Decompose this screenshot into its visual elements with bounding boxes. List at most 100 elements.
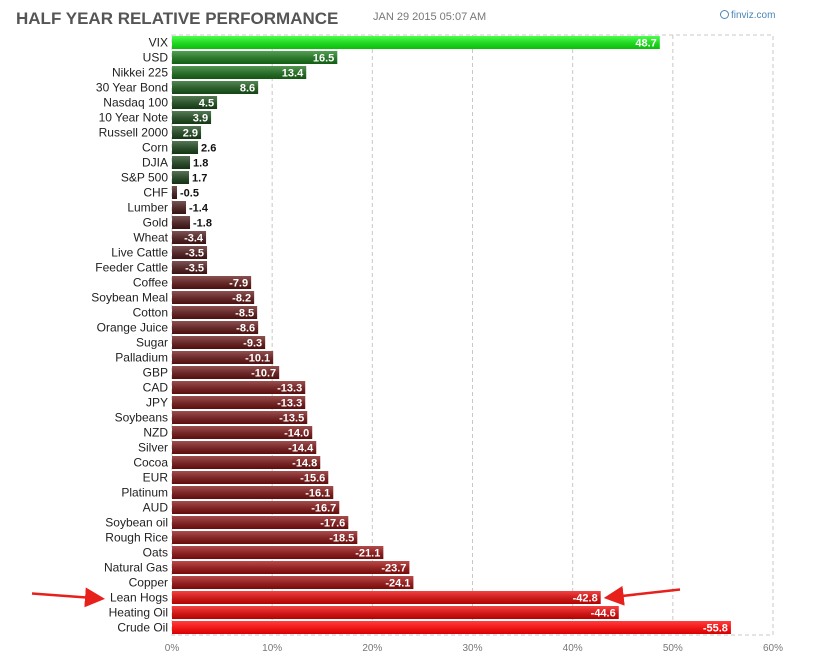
bar xyxy=(172,276,252,289)
category-label: CHF xyxy=(143,186,168,200)
category-label: Copper xyxy=(129,576,168,590)
value-label: -13.3 xyxy=(277,383,302,395)
category-label: Soybean Meal xyxy=(91,291,168,305)
value-label: -14.4 xyxy=(288,443,314,455)
x-axis: 0% 10% 20% 30% 40% 50% 60% xyxy=(165,643,783,654)
value-label: -8.2 xyxy=(232,293,251,305)
value-label: -3.5 xyxy=(185,263,204,275)
category-label: Platinum xyxy=(121,486,168,500)
value-label: -1.8 xyxy=(193,218,212,230)
value-label: -42.8 xyxy=(573,593,598,605)
bar xyxy=(172,396,306,409)
bar xyxy=(172,141,199,154)
bar xyxy=(172,381,306,394)
category-label: Gold xyxy=(143,216,168,230)
value-label: -7.9 xyxy=(229,278,248,290)
bar xyxy=(172,36,660,49)
bar xyxy=(172,321,259,334)
category-label: Orange Juice xyxy=(97,321,169,335)
chart-title: HALF YEAR RELATIVE PERFORMANCE xyxy=(16,9,339,28)
bar xyxy=(172,471,329,484)
bar xyxy=(172,591,601,604)
category-label: Russell 2000 xyxy=(99,126,169,140)
plot-frame xyxy=(171,34,774,636)
bar xyxy=(172,186,178,199)
bar xyxy=(172,516,349,529)
category-label: Sugar xyxy=(136,336,168,350)
value-label: 2.9 xyxy=(183,128,198,140)
bar xyxy=(172,561,410,574)
grid-lines xyxy=(171,34,774,636)
timestamp: JAN 29 2015 05:07 AM xyxy=(373,11,487,23)
value-label: -3.4 xyxy=(184,233,204,245)
category-label: USD xyxy=(143,51,169,65)
category-label: Palladium xyxy=(115,351,168,365)
value-label: -17.6 xyxy=(320,518,345,530)
value-label: 4.5 xyxy=(199,98,214,110)
x-tick-label: 50% xyxy=(663,643,683,654)
bar xyxy=(172,546,384,559)
bar xyxy=(172,231,207,244)
category-label: Rough Rice xyxy=(105,531,168,545)
bar xyxy=(172,246,208,259)
bar xyxy=(172,501,340,514)
bar xyxy=(172,96,218,109)
category-label: EUR xyxy=(143,471,169,485)
bar xyxy=(172,351,274,364)
value-label: -18.5 xyxy=(329,533,354,545)
category-label: Lumber xyxy=(127,201,168,215)
category-label: Lean Hogs xyxy=(110,591,168,605)
value-label: -55.8 xyxy=(703,623,728,635)
category-label: Cotton xyxy=(133,306,168,320)
brand-label: finviz.com xyxy=(731,10,776,21)
value-label: -15.6 xyxy=(300,473,325,485)
value-label: -13.3 xyxy=(277,398,302,410)
bar xyxy=(172,156,191,169)
category-label: AUD xyxy=(143,501,169,515)
x-tick-label: 30% xyxy=(462,643,482,654)
value-label: -10.1 xyxy=(245,353,270,365)
annotations xyxy=(31,585,681,608)
value-label: 1.7 xyxy=(192,173,207,185)
value-label: 1.8 xyxy=(193,158,208,170)
bar xyxy=(172,126,202,139)
bar xyxy=(172,621,731,634)
bar xyxy=(172,51,338,64)
bar xyxy=(172,306,258,319)
category-label: Corn xyxy=(142,141,168,155)
category-label: S&P 500 xyxy=(121,171,168,185)
value-label: -1.4 xyxy=(189,203,209,215)
bar xyxy=(172,111,212,124)
category-label: GBP xyxy=(143,366,168,380)
value-label: 2.6 xyxy=(201,143,216,155)
category-label: Nasdaq 100 xyxy=(103,96,168,110)
bar xyxy=(172,66,307,79)
category-label: Feeder Cattle xyxy=(95,261,168,275)
category-label: Live Cattle xyxy=(111,246,168,260)
value-label: 13.4 xyxy=(282,68,304,80)
value-label: -16.7 xyxy=(311,503,336,515)
x-tick-label: 60% xyxy=(763,643,783,654)
category-label: Wheat xyxy=(133,231,168,245)
bar xyxy=(172,216,191,229)
bar xyxy=(172,201,187,214)
value-label: -3.5 xyxy=(185,248,204,260)
value-label: -24.1 xyxy=(385,578,410,590)
category-label: Coffee xyxy=(133,276,168,290)
bar xyxy=(172,171,190,184)
bar xyxy=(172,411,308,424)
bar xyxy=(172,456,321,469)
bar-series: VIX 48.7 USD 16.5 Nikkei 225 13.4 30 Year Bond… xyxy=(91,36,731,635)
value-label: -14.0 xyxy=(284,428,309,440)
bar xyxy=(172,576,414,589)
brand-link[interactable]: finviz.com xyxy=(720,10,775,21)
value-label: -9.3 xyxy=(243,338,262,350)
value-label: -8.5 xyxy=(235,308,254,320)
category-label: DJIA xyxy=(142,156,168,170)
x-tick-label: 40% xyxy=(563,643,583,654)
category-label: Crude Oil xyxy=(117,621,168,635)
category-label: Heating Oil xyxy=(109,606,168,620)
bar xyxy=(172,366,280,379)
value-label: -23.7 xyxy=(381,563,406,575)
